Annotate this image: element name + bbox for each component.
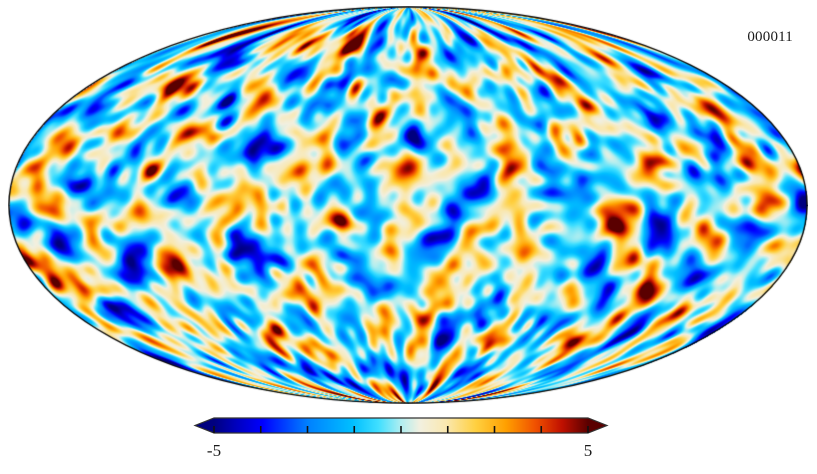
colorbar-svg <box>193 417 609 434</box>
mollweide-map <box>8 6 808 404</box>
colorbar-tick-label: 5 <box>583 441 593 460</box>
colorbar: -5 5 <box>0 414 817 474</box>
colorbar-max-arrow <box>588 418 607 433</box>
corner-label: 000011 <box>747 29 793 45</box>
colorbar-tick-label: -5 <box>206 441 222 460</box>
colorbar-min-arrow <box>195 418 214 433</box>
cmb-sky-map-canvas <box>8 6 808 404</box>
